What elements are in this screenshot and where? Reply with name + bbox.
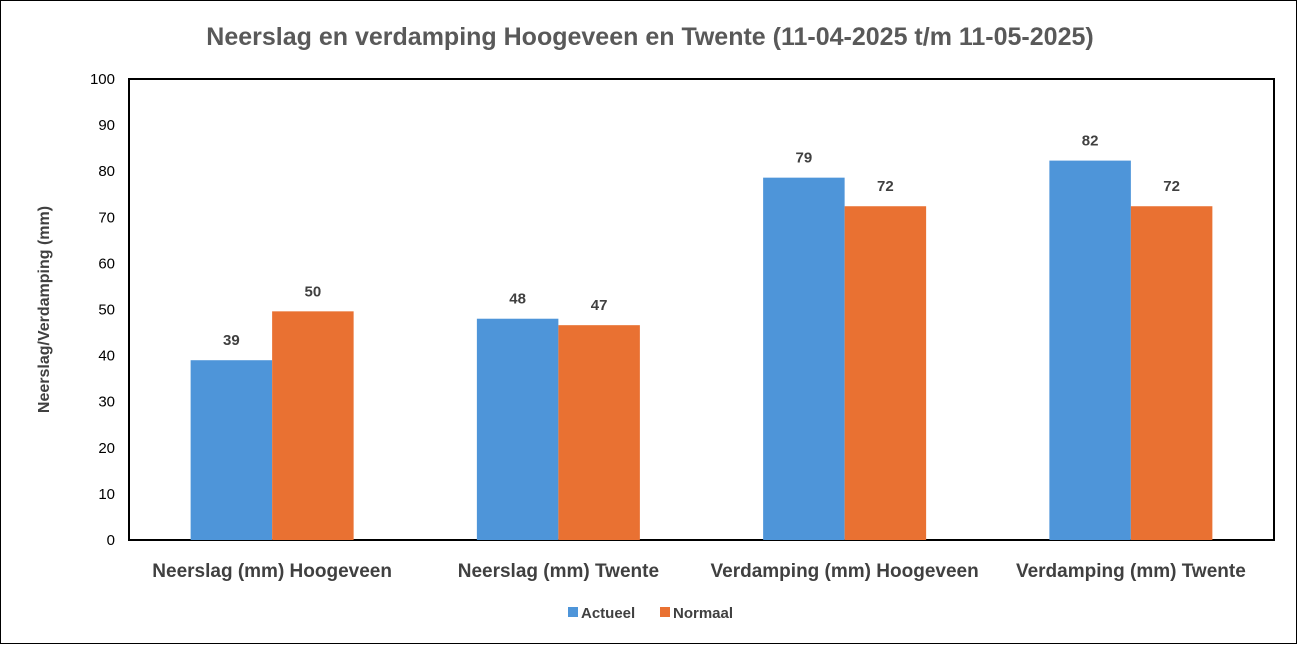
bar-actueel bbox=[763, 177, 845, 541]
data-label: 50 bbox=[305, 283, 322, 300]
bar-normaal bbox=[272, 311, 354, 540]
bar-normaal bbox=[558, 325, 640, 540]
x-tick-label: Neerslag (mm) Twente bbox=[458, 561, 659, 582]
bar-actueel bbox=[476, 318, 559, 540]
chart-title: Neerslag en verdamping Hoogeveen en Twen… bbox=[206, 23, 1093, 51]
y-tick-label: 100 bbox=[90, 71, 115, 88]
y-tick-label: 40 bbox=[98, 348, 115, 365]
plot-area bbox=[128, 78, 1275, 541]
legend-swatch-actueel bbox=[568, 607, 578, 617]
data-label: 39 bbox=[223, 332, 240, 349]
x-tick-label: Verdamping (mm) Hoogeveen bbox=[711, 561, 979, 582]
data-label: 72 bbox=[1163, 178, 1180, 195]
y-tick-label: 80 bbox=[98, 163, 115, 180]
data-labels: 39 50 48 47 79 72 82 72 bbox=[223, 133, 1180, 350]
y-tick-label: 50 bbox=[98, 302, 115, 319]
bar-actueel bbox=[190, 360, 273, 540]
data-label: 82 bbox=[1082, 133, 1099, 150]
data-label: 72 bbox=[877, 178, 894, 195]
x-axis-ticks: Neerslag (mm) Hoogeveen Neerslag (mm) Twe… bbox=[152, 561, 1245, 582]
data-label: 48 bbox=[509, 291, 526, 308]
legend-label-actueel: Actueel bbox=[581, 605, 635, 622]
legend: Actueel Normaal bbox=[568, 605, 733, 622]
x-tick-label: Neerslag (mm) Hoogeveen bbox=[152, 561, 392, 582]
y-tick-label: 20 bbox=[98, 440, 115, 457]
y-tick-label: 10 bbox=[98, 486, 115, 503]
y-tick-label: 60 bbox=[98, 255, 115, 272]
x-tick-label: Verdamping (mm) Twente bbox=[1016, 561, 1246, 582]
bar-normaal bbox=[844, 206, 927, 540]
legend-label-normaal: Normaal bbox=[673, 605, 733, 622]
data-label: 79 bbox=[796, 150, 813, 167]
y-tick-label: 70 bbox=[98, 209, 115, 226]
bar-normaal bbox=[1130, 206, 1213, 540]
data-label: 47 bbox=[591, 297, 608, 314]
legend-swatch-normaal bbox=[660, 607, 670, 617]
bars bbox=[190, 160, 1213, 541]
y-tick-label: 0 bbox=[107, 532, 115, 549]
y-axis-label: Neerslag/Verdamping (mm) bbox=[36, 206, 53, 413]
bar-actueel bbox=[1049, 160, 1131, 541]
y-axis-ticks: 0 10 20 30 40 50 60 70 80 90 100 bbox=[90, 71, 115, 549]
y-tick-label: 30 bbox=[98, 394, 115, 411]
y-tick-label: 90 bbox=[98, 117, 115, 134]
